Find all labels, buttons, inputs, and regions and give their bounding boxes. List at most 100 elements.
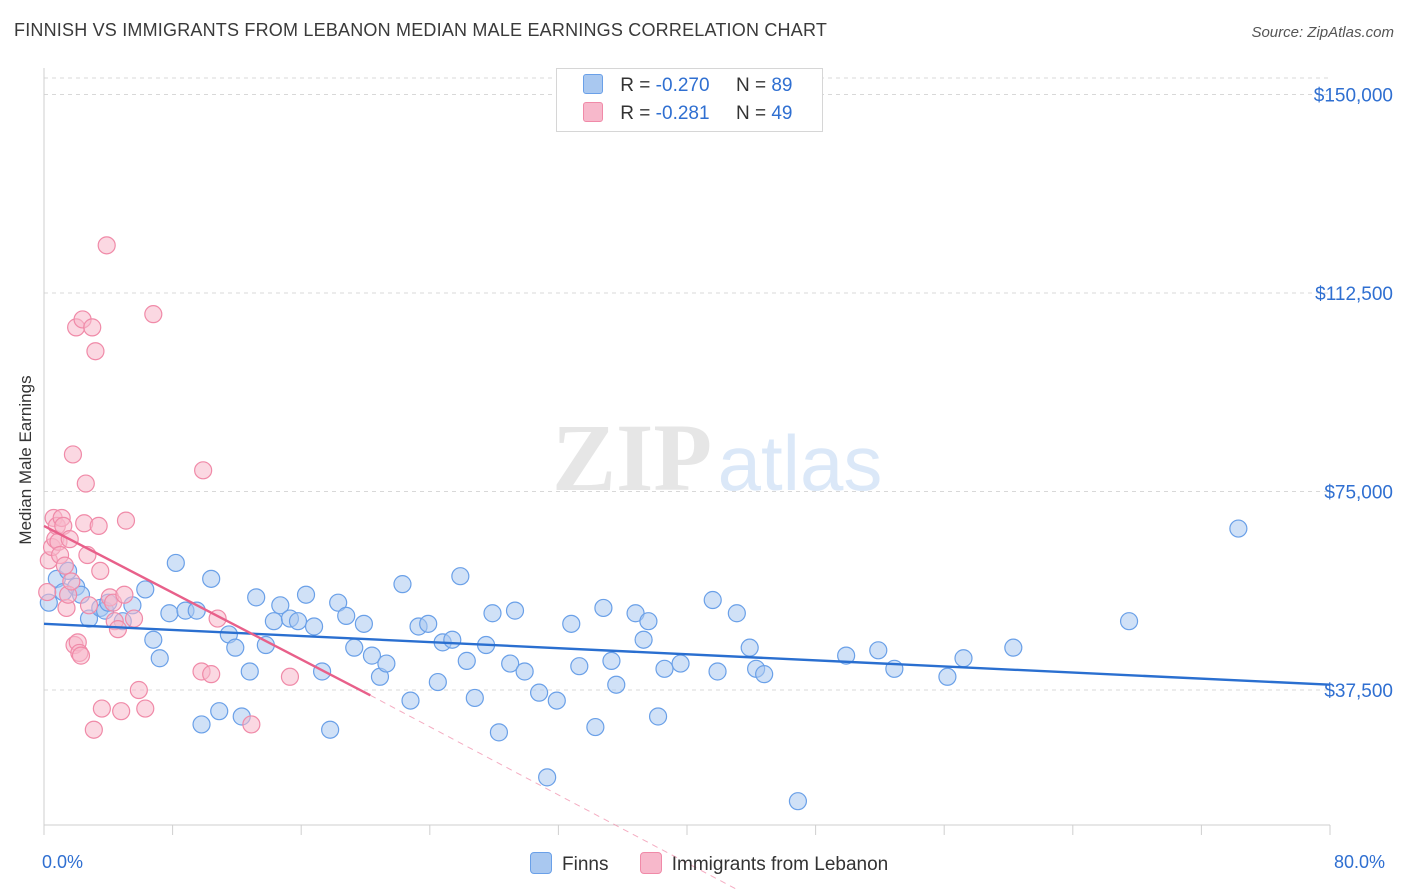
point-finns <box>634 630 653 649</box>
point-finns <box>703 590 722 610</box>
point-lebanon <box>112 702 131 721</box>
point-lebanon <box>136 699 155 718</box>
point-finns <box>428 672 447 692</box>
watermark-zip: ZIP <box>552 404 712 511</box>
point-lebanon <box>89 516 108 536</box>
y-tick-label: $112,500 <box>1315 284 1393 305</box>
point-finns <box>538 768 557 787</box>
point-finns <box>1004 638 1023 657</box>
point-finns <box>547 691 566 710</box>
point-finns <box>594 598 613 618</box>
point-finns <box>362 646 382 665</box>
point-lebanon <box>83 318 102 337</box>
point-finns <box>345 638 364 657</box>
point-finns <box>337 606 356 625</box>
point-finns <box>465 688 484 708</box>
point-lebanon <box>71 646 91 665</box>
watermark-atlas: atlas <box>718 419 883 507</box>
point-finns <box>451 567 470 586</box>
legend-swatch-finns <box>583 74 603 94</box>
trend-line-finns <box>43 622 1331 686</box>
watermark: ZIP atlas <box>552 404 882 511</box>
point-finns <box>296 585 316 604</box>
point-finns <box>869 641 888 660</box>
point-finns <box>607 675 626 694</box>
series-legend-item-lebanon: Immigrants from Lebanon <box>639 852 888 876</box>
point-finns <box>505 601 525 620</box>
point-lebanon <box>202 665 221 684</box>
legend-r-label: R = <box>620 103 651 124</box>
point-lebanon <box>55 556 74 575</box>
point-lebanon <box>124 609 144 628</box>
point-finns <box>708 662 727 681</box>
point-lebanon <box>63 445 83 464</box>
point-finns <box>393 575 412 594</box>
point-finns <box>1119 612 1139 631</box>
legend-n-label: N = <box>735 75 767 96</box>
point-finns <box>639 612 658 631</box>
series-legend-item-finns: Finns <box>530 852 608 876</box>
chart-title: FINNISH VS IMMIGRANTS FROM LEBANON MEDIA… <box>14 20 828 40</box>
point-finns <box>655 659 674 678</box>
point-finns <box>602 651 621 670</box>
point-finns <box>586 717 605 737</box>
trend-lines <box>43 524 1331 889</box>
point-finns <box>419 614 438 633</box>
correlation-legend: R = -0.270 N = 89 R = -0.281 N = 49 <box>556 68 823 132</box>
point-lebanon <box>91 561 110 581</box>
point-finns <box>501 654 520 673</box>
point-finns <box>938 667 957 686</box>
trend-line-lebanon <box>43 524 371 697</box>
series-legend: Finns Immigrants from Lebanon <box>530 852 914 876</box>
legend-row-finns: R = -0.270 N = 89 <box>583 73 792 99</box>
legend-n-value: 89 <box>771 75 793 96</box>
point-finns <box>288 612 308 631</box>
point-finns <box>240 662 259 681</box>
point-lebanon <box>38 582 57 602</box>
point-finns <box>247 588 266 607</box>
point-finns <box>1229 519 1248 538</box>
point-lebanon <box>115 585 134 604</box>
legend-row-lebanon: R = -0.281 N = 49 <box>583 101 792 127</box>
point-lebanon <box>86 342 105 361</box>
data-points <box>38 236 1248 811</box>
series-label-finns: Finns <box>562 854 609 875</box>
point-lebanon <box>194 461 213 480</box>
point-finns <box>144 630 163 649</box>
y-tick-label: $75,000 <box>1324 482 1393 503</box>
y-tick-label: $37,500 <box>1324 681 1393 702</box>
point-finns <box>530 683 549 702</box>
point-lebanon <box>92 699 111 718</box>
point-finns <box>457 651 476 670</box>
point-lebanon <box>62 572 81 591</box>
point-finns <box>483 604 502 623</box>
y-tick-label: $150,000 <box>1314 85 1393 106</box>
point-finns <box>401 691 420 710</box>
point-lebanon <box>280 667 300 686</box>
point-finns <box>443 630 462 649</box>
legend-r-value: -0.281 <box>655 103 710 124</box>
point-lebanon <box>129 680 148 700</box>
legend-n-value: 49 <box>771 103 793 124</box>
point-finns <box>160 604 179 623</box>
point-finns <box>788 792 808 811</box>
point-lebanon <box>108 620 128 639</box>
source-label: Source: ZipAtlas.com <box>1251 24 1394 41</box>
point-finns <box>166 553 185 573</box>
legend-n-label: N = <box>735 103 767 124</box>
point-lebanon <box>144 305 163 324</box>
point-finns <box>150 649 169 668</box>
point-finns <box>489 723 509 742</box>
axes <box>43 68 1331 835</box>
point-lebanon <box>116 511 136 530</box>
point-finns <box>727 604 746 623</box>
x-tick-label-max: 80.0% <box>1334 852 1386 872</box>
y-axis-label: Median Male Earnings <box>16 375 35 545</box>
point-lebanon <box>97 236 116 255</box>
point-finns <box>264 612 283 631</box>
point-finns <box>321 720 340 739</box>
point-finns <box>202 569 221 588</box>
point-lebanon <box>79 596 99 615</box>
point-finns <box>570 657 589 676</box>
point-lebanon <box>84 720 103 739</box>
